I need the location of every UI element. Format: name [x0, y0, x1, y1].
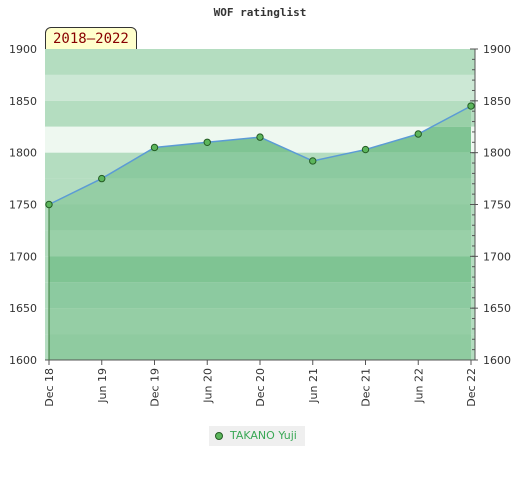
- background-band: [45, 74, 475, 101]
- area-band: [49, 230, 471, 257]
- x-tick-label: Jun 20: [201, 368, 214, 404]
- data-point: [309, 157, 317, 165]
- data-point: [361, 145, 370, 154]
- chart-title: WOF ratinglist: [213, 6, 307, 19]
- x-tick-label: Jun 21: [307, 368, 320, 404]
- data-point: [256, 133, 264, 141]
- background-band: [45, 100, 475, 127]
- area-band: [49, 282, 471, 309]
- legend-marker-icon: [215, 432, 223, 440]
- x-tick-label: Jun 22: [412, 368, 425, 404]
- x-tick-label: Dec 18: [43, 368, 56, 407]
- y-tick-label-right: 1700: [483, 250, 511, 263]
- data-point: [414, 130, 422, 138]
- data-point: [98, 174, 106, 183]
- y-tick-label-right: 1900: [483, 43, 511, 56]
- x-tick-label: Dec 21: [360, 368, 373, 407]
- background-band: [45, 49, 475, 75]
- y-tick-label-left: 1750: [9, 199, 37, 212]
- area-band: [49, 334, 471, 360]
- data-point: [150, 143, 159, 152]
- legend[interactable]: TAKANO Yuji: [209, 426, 305, 446]
- y-tick-label-left: 1900: [9, 43, 37, 56]
- data-point: [45, 200, 53, 209]
- area-band: [49, 308, 471, 335]
- y-tick-label-right: 1600: [483, 354, 511, 367]
- legend-label: TAKANO Yuji: [230, 429, 297, 442]
- y-tick-label-left: 1650: [9, 302, 37, 315]
- y-tick-label-right: 1800: [483, 147, 511, 160]
- area-band: [49, 256, 471, 283]
- series-marks: [45, 102, 475, 209]
- y-tick-label-left: 1800: [9, 147, 37, 160]
- data-point: [467, 102, 475, 110]
- axes: 1600 1600 1650 1650 1700 1700 1750 1750 1800 1800…: [9, 43, 511, 407]
- y-tick-label-right: 1650: [483, 302, 511, 315]
- x-tick-label: Dec 19: [149, 368, 162, 407]
- area-band: [49, 178, 471, 205]
- area-band: [49, 204, 471, 231]
- y-tick-label-right: 1750: [483, 199, 511, 212]
- y-tick-label-left: 1850: [9, 95, 37, 108]
- x-tick-label: Dec 20: [254, 368, 267, 407]
- y-tick-label-left: 1700: [9, 250, 37, 263]
- data-point: [203, 138, 211, 147]
- y-tick-label-left: 1600: [9, 354, 37, 367]
- y-tick-label-right: 1850: [483, 95, 511, 108]
- x-tick-label: Jun 19: [96, 368, 109, 404]
- x-tick-label: Dec 22: [465, 368, 478, 407]
